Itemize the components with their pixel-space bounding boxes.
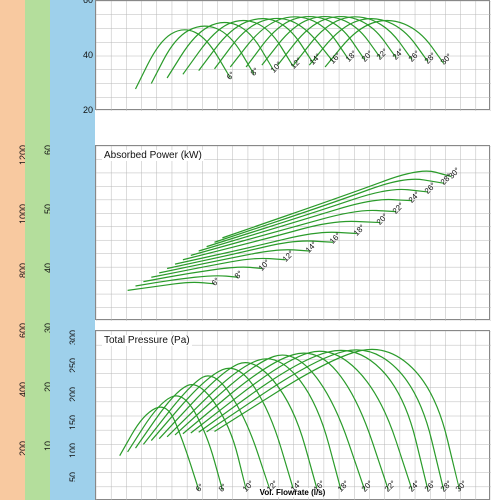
axis-tick: 60 bbox=[83, 0, 93, 5]
curve-18° bbox=[167, 359, 341, 490]
power-chart: 6°8°10°12°14°16°18°20°22°24°26°28°30°Abs… bbox=[95, 145, 490, 320]
curve-8° bbox=[136, 276, 239, 286]
band-green: 0102030405060 bbox=[25, 0, 50, 500]
curve-14° bbox=[151, 368, 293, 489]
band-blue1: 050100150200250300 bbox=[50, 0, 75, 500]
efficiency-chart: 6°8°10°12°14°16°18°20°22°24°26°28°30° bbox=[95, 0, 490, 110]
curve-6° bbox=[136, 30, 231, 89]
band-orange: 020040060080010001200 bbox=[0, 0, 25, 500]
pressure-chart-svg bbox=[96, 331, 491, 500]
axis-tick: 20 bbox=[83, 105, 93, 115]
curve-6° bbox=[120, 407, 199, 490]
curve-20° bbox=[175, 355, 365, 490]
page-root: 0200400600800100012000102030405060050100… bbox=[0, 0, 500, 500]
band-blue4: 20 40 60 bbox=[75, 0, 95, 500]
pressure-chart-title: Total Pressure (Pa) bbox=[102, 335, 192, 346]
curve-26° bbox=[207, 189, 428, 246]
curve-6° bbox=[128, 282, 215, 290]
curve-8° bbox=[151, 26, 254, 83]
curve-20° bbox=[183, 221, 381, 259]
pressure-chart: 6°8°10°12°14°16°18°20°22°24°26°28°30°Tot… bbox=[95, 330, 490, 500]
curve-28° bbox=[207, 350, 444, 490]
power-chart-svg bbox=[96, 146, 491, 321]
axis-tick: 40 bbox=[83, 50, 93, 60]
power-chart-title: Absorbed Power (kW) bbox=[102, 150, 204, 161]
curve-10° bbox=[136, 385, 247, 490]
